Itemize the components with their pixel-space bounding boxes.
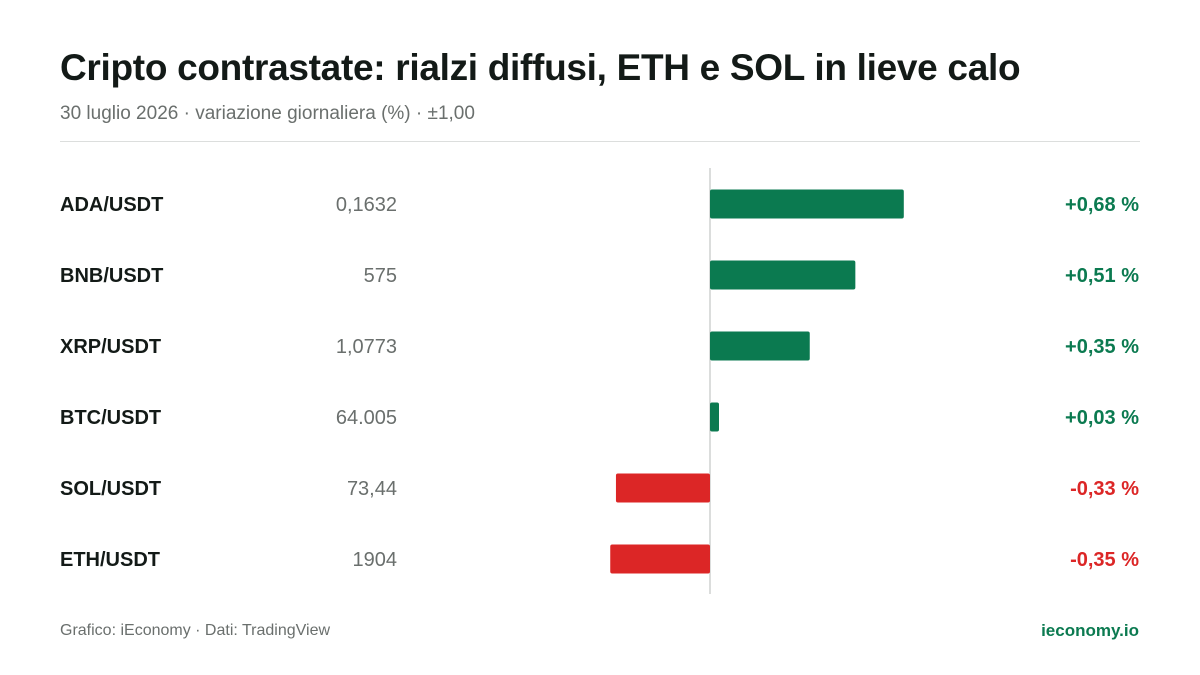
pair-label: ETH/USDT	[60, 549, 160, 571]
pair-label: SOL/USDT	[60, 478, 161, 500]
change-label: -0,35 %	[1070, 549, 1139, 571]
price-value: 73,44	[347, 478, 397, 500]
pair-label: BNB/USDT	[60, 265, 163, 287]
change-label: +0,03 %	[1065, 407, 1139, 429]
negative-bar	[615, 473, 710, 503]
positive-bar	[710, 331, 810, 361]
positive-bar	[710, 189, 904, 219]
change-label: +0,68 %	[1065, 194, 1139, 216]
price-value: 0,1632	[336, 194, 397, 216]
header-divider	[60, 141, 1140, 142]
change-label: +0,35 %	[1065, 336, 1139, 358]
price-value: 64.005	[336, 407, 397, 429]
negative-bar	[610, 544, 710, 574]
positive-bar	[710, 260, 856, 290]
price-value: 1,0773	[336, 336, 397, 358]
positive-bar	[710, 402, 719, 432]
chart-subtitle: 30 luglio 2026 · variazione giornaliera …	[60, 103, 475, 124]
source-credit: Grafico: iEconomy · Dati: TradingView	[60, 622, 331, 639]
change-label: +0,51 %	[1065, 265, 1139, 287]
change-label: -0,33 %	[1070, 478, 1139, 500]
pair-label: BTC/USDT	[60, 407, 161, 429]
price-value: 575	[364, 265, 397, 287]
price-value: 1904	[353, 549, 398, 571]
chart-title: Cripto contrastate: rialzi diffusi, ETH …	[60, 47, 1021, 88]
brand-link[interactable]: ieconomy.io	[1041, 621, 1139, 640]
pair-label: ADA/USDT	[60, 194, 163, 216]
pair-label: XRP/USDT	[60, 336, 161, 358]
